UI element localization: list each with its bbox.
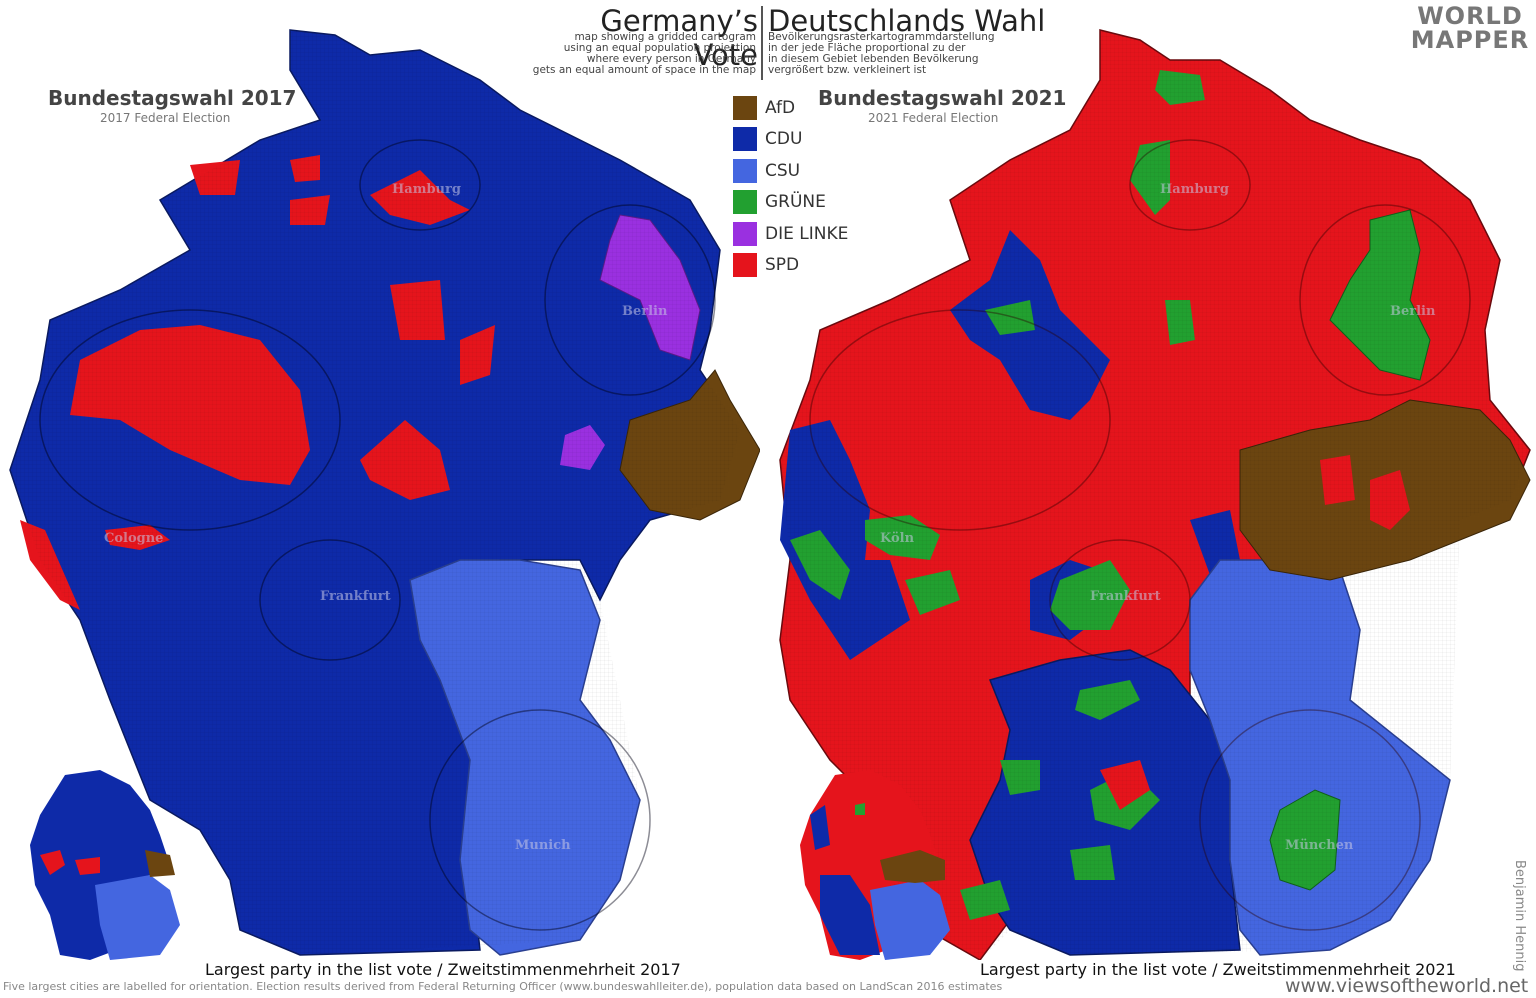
legend-swatch-cdu [733, 127, 757, 152]
city-label-muenchen-2021: München [1285, 838, 1354, 853]
legend-label-gruene: GRÜNE [765, 192, 826, 213]
legend-label-cdu: CDU [765, 129, 803, 150]
map-2017-title: Bundestagswahl 2017 [48, 86, 297, 110]
legend-swatch-afd [733, 95, 757, 120]
map-2021-title: Bundestagswahl 2021 [818, 86, 1067, 110]
legend-label-csu: CSU [765, 160, 801, 181]
logo-line-1: WORLD [1417, 2, 1523, 30]
legend-item-afd: AfD [733, 92, 848, 124]
legend-swatch-gruene [733, 190, 757, 215]
city-label-frankfurt-2017: Frankfurt [320, 589, 391, 604]
description-english: map showing a gridded cartogram using an… [532, 31, 756, 76]
city-label-hamburg-2021: Hamburg [1160, 182, 1229, 197]
title-german: Deutschlands Wahl [768, 4, 1046, 38]
legend-item-spd: SPD [733, 250, 848, 282]
inset-map-2021 [800, 770, 950, 960]
description-german: Bevölkerungsrasterkartogrammdarstellung … [768, 31, 995, 76]
legend-label-linke: DIE LINKE [765, 223, 849, 244]
legend-item-linke: DIE LINKE [733, 218, 848, 250]
map-2021-subtitle: 2021 Federal Election [868, 111, 999, 125]
inset-map-2017 [30, 770, 180, 960]
legend-swatch-linke [733, 221, 757, 246]
logo-line-2: MAPPER [1410, 26, 1530, 54]
city-label-berlin-2021: Berlin [1390, 304, 1436, 319]
legend-swatch-csu [733, 158, 757, 183]
title-english: Germany’s Vote [600, 4, 758, 72]
cartogram-2017 [9, 29, 760, 956]
cartogram-2021 [779, 29, 1531, 960]
legend-label-spd: SPD [765, 255, 800, 276]
worldmapper-logo: WORLD MAPPER [1408, 4, 1532, 52]
author-credit: Benjamin Hennig [1512, 860, 1527, 972]
legend-swatch-spd [733, 253, 757, 278]
legend-item-gruene: GRÜNE [733, 187, 848, 219]
legend: AfD CDU CSU GRÜNE DIE LINKE SPD [733, 92, 848, 281]
title-divider [761, 6, 763, 80]
legend-label-afd: AfD [765, 97, 796, 118]
city-label-munich-2017: Munich [515, 838, 571, 853]
city-label-berlin-2017: Berlin [622, 304, 668, 319]
map-2017-caption: Largest party in the list vote / Zweitst… [205, 960, 681, 979]
legend-item-cdu: CDU [733, 124, 848, 156]
legend-item-csu: CSU [733, 155, 848, 187]
website-link[interactable]: www.viewsoftheworld.net [1285, 975, 1529, 997]
city-label-frankfurt-2021: Frankfurt [1090, 589, 1161, 604]
map-2021-caption: Largest party in the list vote / Zweitst… [980, 960, 1456, 979]
city-label-koeln-2021: Köln [880, 531, 915, 546]
city-label-hamburg-2017: Hamburg [392, 182, 461, 197]
city-label-cologne-2017: Cologne [104, 531, 164, 546]
footnote: Five largest cities are labelled for ori… [3, 980, 1003, 993]
map-2017-subtitle: 2017 Federal Election [100, 111, 231, 125]
